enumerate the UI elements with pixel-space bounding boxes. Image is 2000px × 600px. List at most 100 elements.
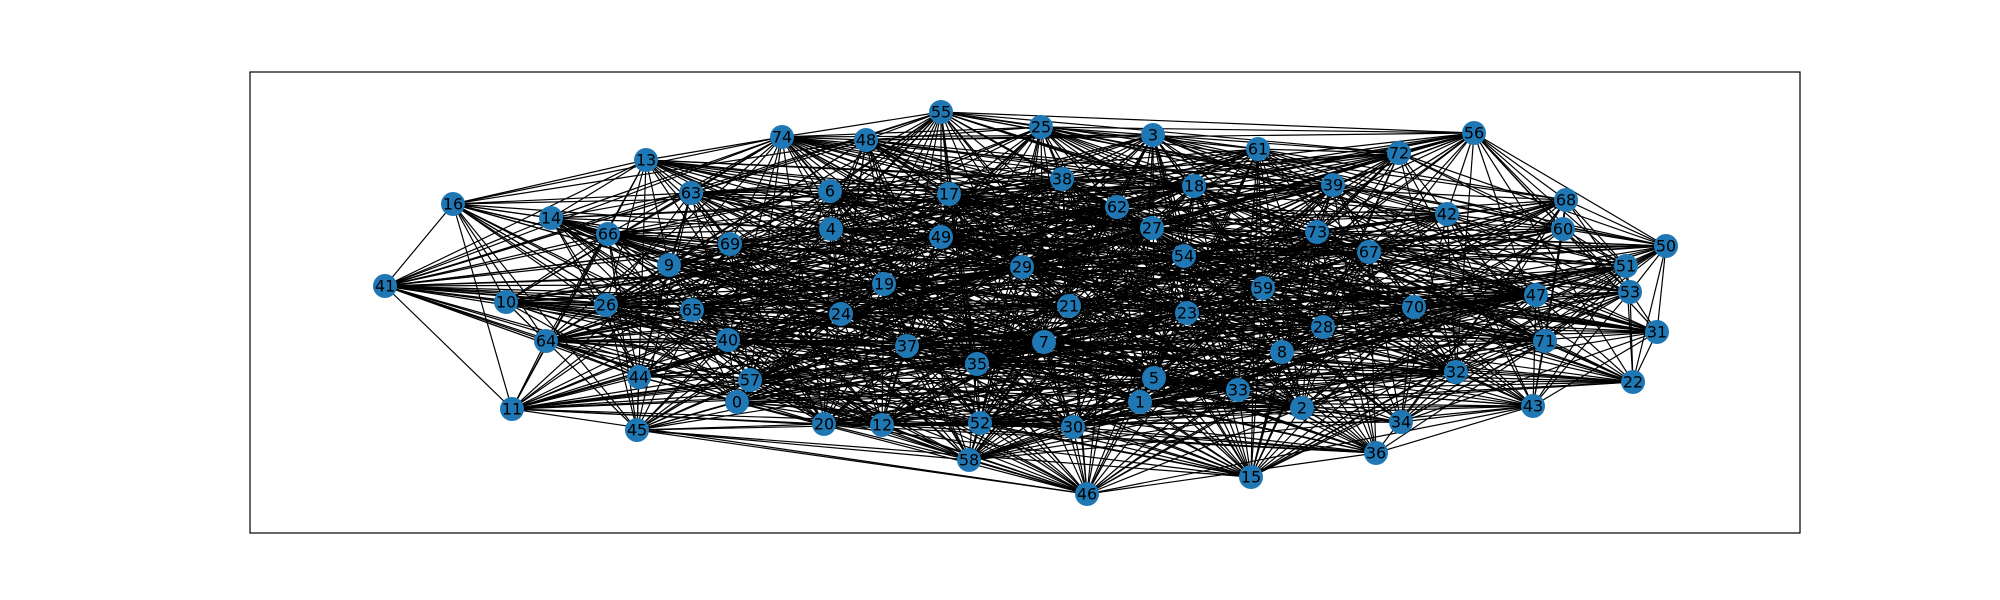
edge-60-61: [1257, 148, 1564, 230]
edge-16-45: [452, 203, 638, 431]
node-circle-29: [1010, 255, 1034, 279]
edge-70-73: [1316, 231, 1415, 308]
edge-15-65: [691, 309, 1252, 478]
edge-28-47: [1322, 294, 1537, 328]
edge-50-73: [1316, 231, 1667, 247]
edge-37-52: [906, 345, 981, 424]
node-25: 25: [1029, 115, 1053, 139]
edge-10-15: [505, 301, 1252, 478]
edge-47-67: [1368, 251, 1537, 296]
edge-55-74: [781, 111, 942, 138]
node-circle-0: [725, 390, 749, 414]
node-57: 57: [738, 368, 762, 392]
node-73: 73: [1305, 220, 1329, 244]
edge-62-64: [545, 206, 1118, 342]
edge-38-63: [690, 178, 1063, 194]
node-74: 74: [770, 125, 794, 149]
node-circle-13: [634, 148, 658, 172]
node-5: 5: [1142, 366, 1166, 390]
node-circle-34: [1389, 410, 1413, 434]
node-circle-40: [716, 328, 740, 352]
edge-64-65: [545, 309, 693, 342]
node-label-49: 49: [931, 228, 951, 247]
edge-34-62: [1116, 206, 1402, 423]
node-circle-31: [1645, 320, 1669, 344]
node-22: 22: [1621, 370, 1645, 394]
edge-14-74: [550, 136, 783, 219]
node-label-7: 7: [1039, 333, 1049, 352]
edge-26-38: [605, 178, 1063, 306]
edge-47-73: [1316, 231, 1537, 296]
node-label-67: 67: [1359, 243, 1379, 262]
node-circle-28: [1311, 315, 1335, 339]
edge-28-70: [1322, 306, 1415, 328]
edge-61-67: [1257, 148, 1370, 253]
edge-45-49: [636, 236, 942, 431]
edge-51-72: [1398, 152, 1627, 267]
edge-39-67: [1332, 184, 1370, 253]
node-42: 42: [1435, 202, 1459, 226]
edge-52-62: [979, 206, 1118, 424]
node-label-35: 35: [967, 355, 987, 374]
node-47: 47: [1524, 283, 1548, 307]
edge-59-61: [1257, 148, 1264, 289]
node-circle-46: [1075, 482, 1099, 506]
edge-39-62: [1116, 184, 1334, 208]
edge-62-69: [729, 206, 1118, 245]
edge-36-71: [1375, 340, 1546, 454]
node-52: 52: [968, 411, 992, 435]
node-circle-61: [1246, 137, 1270, 161]
node-59: 59: [1251, 276, 1275, 300]
edge-61-71: [1257, 148, 1546, 342]
node-label-2: 2: [1297, 399, 1307, 418]
edge-28-35: [976, 326, 1324, 365]
edge-20-58: [823, 423, 970, 461]
node-14: 14: [539, 206, 563, 230]
node-circle-38: [1050, 167, 1074, 191]
edge-36-67: [1368, 251, 1377, 454]
edge-26-30: [605, 304, 1074, 428]
edge-69-74: [729, 136, 783, 245]
edge-54-59: [1183, 255, 1264, 289]
node-circle-30: [1061, 415, 1085, 439]
edge-55-73: [940, 111, 1318, 233]
node-58: 58: [957, 448, 981, 472]
node-68: 68: [1554, 188, 1578, 212]
node-label-47: 47: [1526, 286, 1546, 305]
node-label-26: 26: [596, 296, 616, 315]
edge-11-57: [511, 379, 751, 410]
edge-36-74: [781, 136, 1377, 454]
edge-46-52: [979, 422, 1088, 495]
edge-11-16: [452, 203, 513, 410]
edge-62-63: [690, 192, 1118, 208]
edge-13-16: [452, 159, 647, 205]
node-circle-19: [872, 272, 896, 296]
edge-24-46: [840, 313, 1088, 495]
edge-30-57: [749, 379, 1074, 428]
node-40: 40: [716, 328, 740, 352]
node-label-40: 40: [718, 331, 738, 350]
edge-42-53: [1446, 213, 1631, 293]
edge-40-49: [727, 236, 942, 341]
node-circle-10: [494, 290, 518, 314]
edge-69-70: [729, 243, 1415, 308]
node-circle-60: [1551, 217, 1575, 241]
edge-31-50: [1656, 245, 1667, 333]
node-32: 32: [1444, 360, 1468, 384]
edge-56-60: [1473, 132, 1564, 230]
node-circle-50: [1654, 234, 1678, 258]
edge-42-61: [1257, 148, 1448, 215]
node-label-21: 21: [1059, 297, 1079, 316]
node-circle-18: [1182, 174, 1206, 198]
edge-58-69: [729, 243, 970, 461]
edge-33-49: [940, 236, 1239, 391]
node-label-39: 39: [1323, 176, 1343, 195]
node-label-60: 60: [1553, 220, 1573, 239]
edge-34-73: [1316, 231, 1402, 423]
node-30: 30: [1061, 415, 1085, 439]
edge-61-63: [690, 148, 1259, 194]
edge-38-64: [545, 178, 1063, 342]
edge-11-41: [384, 285, 513, 410]
edge-40-54: [727, 255, 1185, 341]
node-label-20: 20: [814, 415, 834, 434]
